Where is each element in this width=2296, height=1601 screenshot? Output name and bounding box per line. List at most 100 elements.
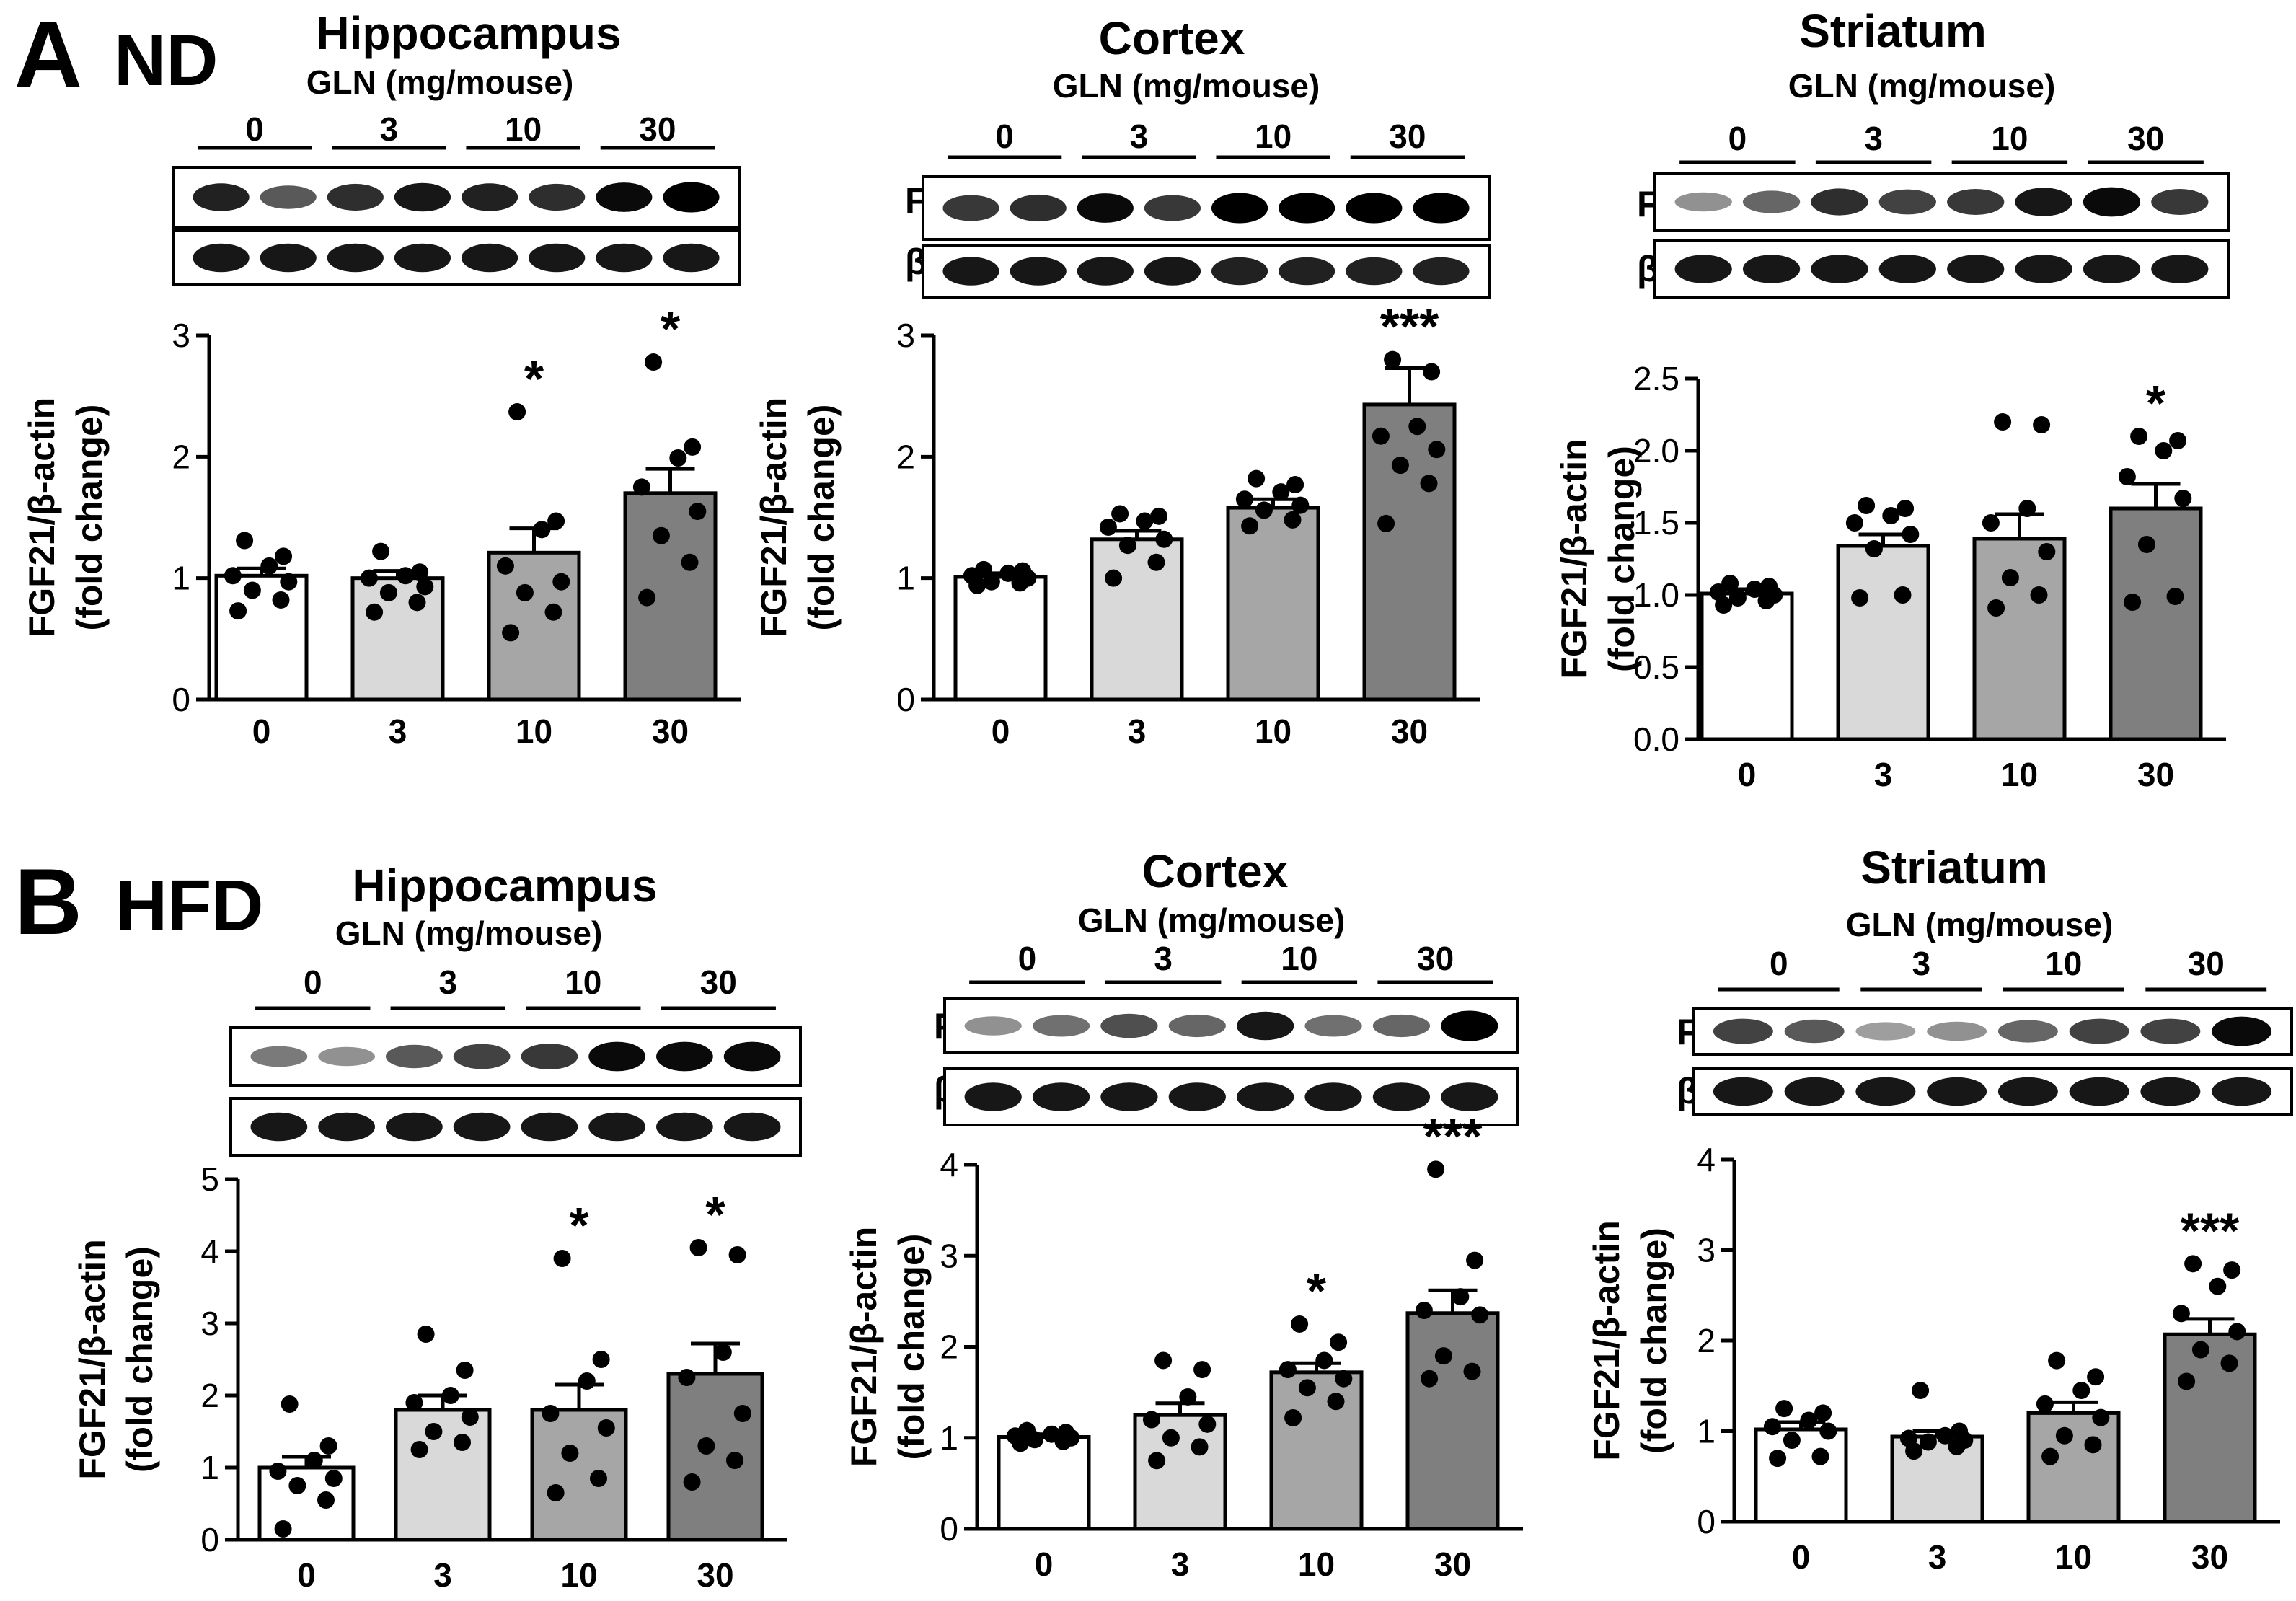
p3-data-point <box>454 1434 471 1451</box>
p4-y-axis-label: FGF21/β-actin (fold change) <box>844 1227 932 1467</box>
p2-blot-band-fgf21 <box>1811 188 1868 216</box>
p5-bar <box>1754 1427 1848 1524</box>
p0-blot-group-label: 3 <box>380 110 399 148</box>
p5-data-point <box>1819 1422 1837 1440</box>
p3-y-axis-label: FGF21/β-actin (fold change) <box>72 1239 160 1479</box>
p0-significance-marker: * <box>661 301 681 357</box>
p2-x-tick-label: 0 <box>1738 756 1757 793</box>
p2-blot-band-fgf21 <box>1947 189 2005 215</box>
p3-blot-band-actin <box>386 1112 443 1142</box>
p4-data-point <box>1162 1429 1180 1447</box>
p1-data-point <box>1150 507 1168 525</box>
p2-data-point <box>1882 507 1900 524</box>
p4-x-tick-label: 3 <box>1171 1545 1190 1583</box>
p3-data-point <box>274 1520 292 1538</box>
p0-x-tick-label: 0 <box>252 713 271 750</box>
p2-title: Striatum <box>1799 5 1987 57</box>
p4-blot-band-fgf21 <box>1100 1013 1158 1038</box>
p3-data-point <box>417 1326 435 1343</box>
p2-data-point <box>2137 536 2155 553</box>
p1-data-point <box>1372 427 1390 445</box>
p3-data-point <box>305 1452 323 1469</box>
p3-blot-band-actin <box>453 1112 511 1142</box>
p1-x-tick-label: 30 <box>1391 713 1428 750</box>
p2-blot-group-label: 30 <box>2127 120 2164 157</box>
p1-blot-band-actin <box>942 257 999 286</box>
p3-blot-group-label: 10 <box>565 963 601 1001</box>
p3-data-point <box>728 1246 746 1263</box>
p2-bar <box>1972 537 2067 741</box>
p1-title: Cortex <box>1099 12 1245 64</box>
p1-blot-box-actin <box>922 244 1491 299</box>
p2-data-point <box>2033 416 2051 433</box>
p2-data-point <box>1994 413 2012 431</box>
p3-blot-group-label: 3 <box>438 963 457 1001</box>
p5-blot-band-actin <box>1713 1077 1773 1106</box>
p1-data-point <box>1248 469 1266 488</box>
p3-y-tick-label: 2 <box>200 1377 219 1414</box>
p4-y-tick-label: 2 <box>940 1328 958 1366</box>
p2-blot-band-actin <box>2151 255 2209 283</box>
p3-data-point <box>410 1441 428 1458</box>
p0-blot-band-actin <box>596 243 653 273</box>
p5-blot-band-actin <box>2212 1077 2272 1106</box>
p2-dose-axis-label: GLN (mg/mouse) <box>1788 67 2056 105</box>
p2-data-point <box>1721 575 1739 592</box>
p0-data-point <box>236 532 254 550</box>
p0-y-axis-label: FGF21/β-actin (fold change) <box>22 397 110 638</box>
p1-data-point <box>1408 418 1426 436</box>
p3-data-point <box>553 1250 571 1267</box>
p5-data-point <box>1769 1450 1787 1468</box>
p4-title: Cortex <box>1142 845 1289 897</box>
p0-blot-band-actin <box>529 243 586 273</box>
p0-y-tick-label: 3 <box>172 317 190 354</box>
p0-x-tick-label: 10 <box>516 713 552 750</box>
p0-data-point <box>632 478 650 496</box>
panel-letter-b: B <box>14 849 82 954</box>
p0-data-point <box>416 578 434 596</box>
p1-data-point <box>1255 501 1273 519</box>
p4-blot-band-fgf21 <box>964 1016 1022 1036</box>
p3-data-point <box>683 1473 701 1491</box>
p0-blot-band-actin <box>394 243 451 273</box>
p3-blot-box-actin <box>229 1097 802 1157</box>
p4-blot-band-actin <box>1441 1082 1498 1111</box>
p4-data-point <box>1179 1388 1197 1406</box>
p5-blot-band-actin <box>1784 1077 1845 1106</box>
p1-data-point <box>1241 517 1259 535</box>
p5-dose-axis-label: GLN (mg/mouse) <box>1846 906 2114 943</box>
p3-x-tick-label: 3 <box>433 1556 452 1594</box>
p2-data-point <box>1746 581 1764 598</box>
p4-data-point <box>1279 1361 1297 1379</box>
p0-data-point <box>508 403 526 421</box>
p4-x-tick-label: 30 <box>1434 1545 1471 1583</box>
p5-data-point <box>1800 1411 1818 1429</box>
p4-blot-band-actin <box>1237 1082 1294 1111</box>
p2-blot-band-actin <box>2083 255 2141 283</box>
p0-blot-band-fgf21 <box>461 183 518 211</box>
p2-y-tick-label: 2.5 <box>1633 360 1679 397</box>
p4-data-point <box>1154 1351 1173 1370</box>
p3-data-point <box>456 1362 474 1379</box>
p2-data-point <box>1865 540 1883 557</box>
p4-bar <box>1269 1370 1364 1531</box>
p3-blot-band-actin <box>250 1112 308 1142</box>
p1-data-point <box>1136 512 1154 530</box>
p4-data-point <box>1330 1333 1348 1351</box>
p3-blot-band-actin <box>656 1112 713 1142</box>
p0-bar <box>350 576 445 702</box>
p2-bar <box>2109 506 2203 741</box>
p1-data-point <box>1286 476 1304 494</box>
p1-data-point <box>1384 350 1402 369</box>
p4-data-point <box>1198 1415 1217 1433</box>
p5-data-point <box>1912 1382 1930 1400</box>
p1-y-tick-label: 1 <box>896 560 915 597</box>
p5-data-point <box>2048 1351 2066 1370</box>
p0-data-point <box>496 557 514 575</box>
p1-data-point <box>999 564 1017 582</box>
p2-blot-band-actin <box>1878 255 1936 283</box>
p3-blot-band-fgf21 <box>250 1046 308 1067</box>
p1-blot-band-fgf21 <box>1346 193 1403 224</box>
p3-data-point <box>547 1484 565 1501</box>
p3-blot-band-fgf21 <box>656 1041 713 1072</box>
